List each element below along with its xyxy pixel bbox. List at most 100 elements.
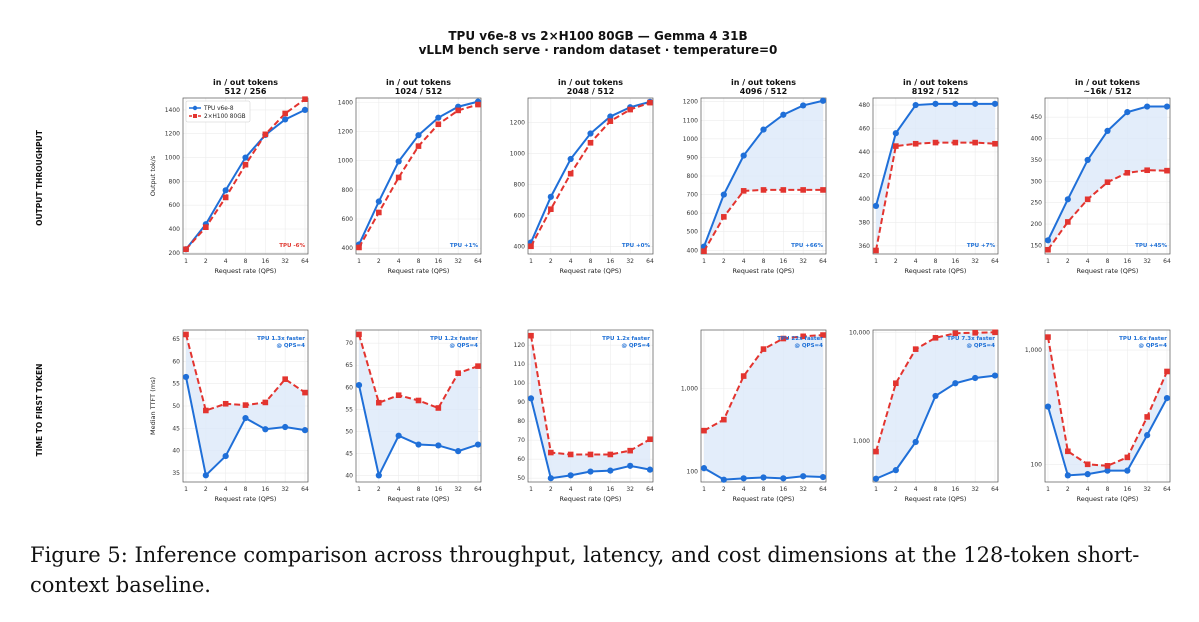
x-axis-label: Request rate (QPS) <box>905 267 967 275</box>
data-point-h100 <box>242 161 249 168</box>
x-tick-label: 16 <box>780 258 788 265</box>
chart-panel-throughput-3: 1 2 4 8 16 32 64 400 600 800 1000 1200 Request rate … <box>510 78 654 275</box>
legend-label: TPU v6e-8 <box>203 106 234 112</box>
y-tick-label: 400 <box>1031 136 1043 143</box>
y-tick-label: 60 <box>345 384 353 391</box>
gap-annotation: TPU +0% <box>622 243 651 249</box>
x-tick-label: 2 <box>204 486 208 493</box>
data-point-h100 <box>820 332 826 338</box>
x-tick-label: 8 <box>934 486 938 493</box>
chart-panel-throughput-1: 1 2 4 8 16 32 64 200 400 600 800 1000 1200 1400 Reques… <box>149 78 309 275</box>
data-point-h100 <box>740 373 747 379</box>
x-tick-label: 1 <box>874 258 878 265</box>
data-point-h100 <box>1065 219 1071 225</box>
x-tick-label: 32 <box>626 486 634 493</box>
data-point-h100 <box>183 331 189 338</box>
axes-frame <box>527 97 654 255</box>
data-point-h100 <box>1124 454 1131 461</box>
data-point-tpu <box>646 466 654 473</box>
data-point-tpu <box>872 475 880 482</box>
axes-frame <box>872 97 999 255</box>
data-point-tpu <box>972 100 979 107</box>
data-point-h100 <box>607 118 614 124</box>
chart-panel-ttft-5: 1 2 4 8 16 32 64 1,000 10,000 Request rate (QPS) T… <box>849 329 999 503</box>
y-tick-label: 150 <box>1031 242 1043 249</box>
data-point-h100 <box>282 110 288 117</box>
y-tick-label: 1000 <box>338 158 353 165</box>
data-point-h100 <box>222 194 229 201</box>
x-tick-label: 64 <box>1163 486 1171 493</box>
gap-annotation: @ QPS=4 <box>449 343 478 349</box>
legend: TPU v6e-8 2×H100 80GB <box>185 100 251 123</box>
data-point-tpu <box>1064 472 1071 479</box>
y-tick-label: 380 <box>859 219 871 226</box>
data-point-tpu <box>395 158 402 165</box>
data-point-h100 <box>647 99 653 106</box>
chart-panel-throughput-2: 1 2 4 8 16 32 64 400 600 800 1000 1200 1400 Request r… <box>338 78 482 275</box>
x-tick-label: 8 <box>762 486 766 493</box>
x-tick-label: 4 <box>742 258 746 265</box>
panel-subtitle: 8192 / 512 <box>912 87 959 96</box>
x-tick-label: 8 <box>934 258 938 265</box>
data-point-h100 <box>567 451 574 458</box>
y-tick-label: 800 <box>342 187 354 194</box>
data-point-tpu <box>435 114 442 121</box>
x-tick-label: 16 <box>607 486 615 493</box>
gap-annotation: @ QPS=4 <box>966 343 995 349</box>
y-tick-label: 400 <box>169 226 181 233</box>
x-tick-label: 1 <box>1046 258 1050 265</box>
axes-frame <box>700 329 827 483</box>
data-point-h100 <box>548 206 554 213</box>
y-tick-label: 50 <box>172 403 180 410</box>
axes-frame <box>182 97 309 255</box>
panel-title: in / out tokens <box>213 78 278 87</box>
data-point-h100 <box>1144 167 1150 174</box>
x-axis-label: Request rate (QPS) <box>1077 267 1139 275</box>
data-point-h100 <box>435 121 442 128</box>
data-point-h100 <box>282 376 288 382</box>
y-tick-label: 250 <box>1031 200 1043 207</box>
x-tick-label: 4 <box>914 486 918 493</box>
x-axis-label: Request rate (QPS) <box>1077 495 1139 503</box>
data-point-h100 <box>701 248 707 255</box>
figure-caption: Figure 5: Inference comparison across th… <box>30 543 1140 597</box>
data-point-h100 <box>356 331 362 338</box>
gap-fill-area <box>531 335 650 479</box>
data-point-tpu <box>1163 394 1171 402</box>
x-tick-label: 8 <box>417 486 421 493</box>
x-tick-label: 32 <box>626 258 634 265</box>
data-point-tpu <box>607 467 614 474</box>
data-point-tpu <box>991 372 999 379</box>
x-tick-label: 2 <box>722 486 726 493</box>
x-tick-label: 2 <box>377 486 381 493</box>
gap-annotation: TPU +66% <box>791 243 823 249</box>
x-tick-label: 8 <box>244 258 248 265</box>
data-point-h100 <box>1164 368 1170 375</box>
row-label-throughput: OUTPUT THROUGHPUT <box>35 129 44 226</box>
y-tick-label: 55 <box>345 406 353 413</box>
data-point-h100 <box>972 329 978 336</box>
gap-annotation: TPU 1.6x faster <box>1119 336 1167 342</box>
data-point-tpu <box>527 395 535 402</box>
x-tick-label: 64 <box>474 486 482 493</box>
data-point-tpu <box>415 441 422 448</box>
data-point-tpu <box>567 472 574 479</box>
x-tick-label: 32 <box>281 486 289 493</box>
x-tick-label: 64 <box>646 486 654 493</box>
data-point-h100 <box>912 346 919 352</box>
panel-title: in / out tokens <box>1075 78 1140 87</box>
data-point-h100 <box>475 101 481 108</box>
y-axis-label: Output tok/s <box>149 155 157 196</box>
data-point-h100 <box>952 330 959 337</box>
data-point-tpu <box>819 473 827 481</box>
data-point-tpu <box>262 426 269 433</box>
data-point-tpu <box>952 100 959 107</box>
axes-frame <box>182 329 309 483</box>
data-point-h100 <box>1104 463 1111 469</box>
data-point-h100 <box>740 188 747 194</box>
data-point-tpu <box>780 475 787 482</box>
axes-frame <box>700 97 827 255</box>
gap-annotation: TPU 1.2x faster <box>430 336 478 342</box>
gap-annotation: @ QPS=4 <box>1138 343 1167 349</box>
y-tick-label: 1200 <box>338 129 353 136</box>
